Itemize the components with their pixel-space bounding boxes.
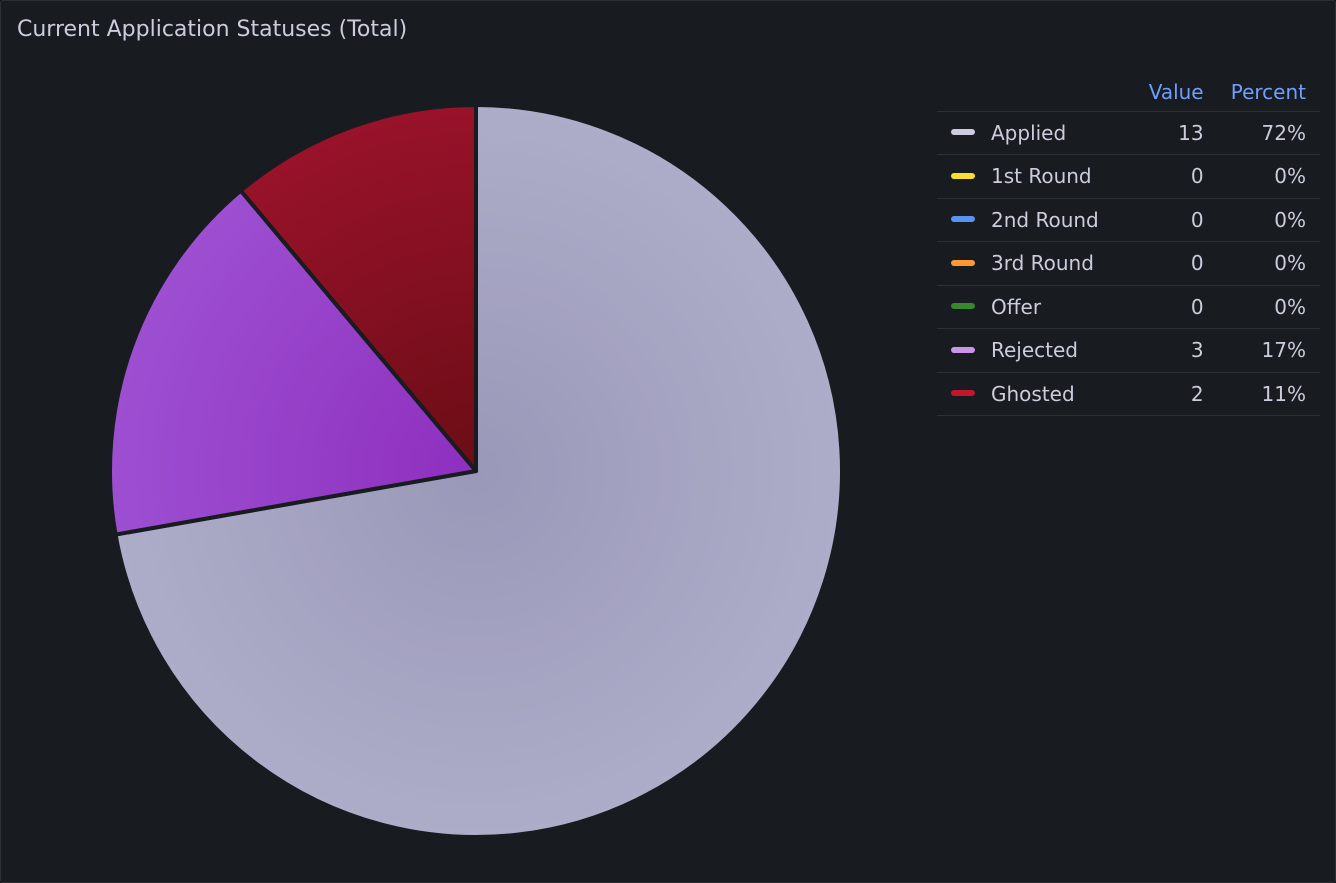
legend-percent: 72%: [1217, 111, 1320, 155]
legend-series-name: 1st Round: [937, 154, 1139, 199]
legend-percent: 0%: [1217, 154, 1320, 199]
legend-percent: 17%: [1217, 328, 1320, 373]
legend-percent-header[interactable]: Percent: [1217, 79, 1320, 112]
legend-series-name: Ghosted: [937, 372, 1139, 416]
legend-value: 0: [1138, 285, 1218, 329]
legend-value: 3: [1138, 328, 1218, 373]
legend-label: Rejected: [991, 338, 1079, 363]
legend-label: 3rd Round: [991, 251, 1094, 276]
legend-value: 2: [1138, 372, 1218, 416]
legend-swatch: [951, 346, 975, 353]
legend-percent: 0%: [1217, 285, 1320, 329]
legend-percent: 0%: [1217, 241, 1320, 286]
pie-slice-ghosted[interactable]: [238, 103, 478, 473]
legend-percent: 0%: [1217, 198, 1320, 242]
legend-item[interactable]: Rejected 3 17%: [937, 328, 1320, 373]
legend-series-name: Rejected: [937, 328, 1139, 373]
legend-item[interactable]: Offer 0 0%: [937, 285, 1320, 329]
legend-header-row: Value Percent: [937, 79, 1320, 112]
legend-series-name: 2nd Round: [937, 198, 1139, 242]
legend-percent: 11%: [1217, 372, 1320, 416]
panel-title[interactable]: Current Application Statuses (Total): [17, 17, 408, 42]
legend-swatch: [951, 390, 975, 397]
legend-value: 13: [1138, 111, 1218, 155]
legend-swatch: [951, 303, 975, 310]
legend-value-header[interactable]: Value: [1138, 79, 1218, 112]
pie-slice-rejected[interactable]: [108, 188, 478, 537]
legend-item[interactable]: 2nd Round 0 0%: [937, 198, 1320, 242]
legend-series-name: 3rd Round: [937, 241, 1139, 286]
legend-label: 1st Round: [991, 164, 1092, 189]
legend-swatch: [951, 259, 975, 266]
legend-table: Value Percent Applied 13 72% 1st Round 0 0% 2n…: [937, 79, 1320, 416]
legend-value: 0: [1138, 198, 1218, 242]
legend-label: 2nd Round: [991, 207, 1099, 232]
legend-label: Applied: [991, 120, 1067, 145]
legend-series-name: Applied: [937, 111, 1139, 155]
legend-swatch: [951, 129, 975, 136]
legend-value: 0: [1138, 154, 1218, 199]
legend-swatch: [951, 172, 975, 179]
legend-value: 0: [1138, 241, 1218, 286]
legend-label: Offer: [991, 294, 1042, 319]
legend-item[interactable]: 1st Round 0 0%: [937, 154, 1320, 199]
legend-label: Ghosted: [991, 381, 1075, 406]
legend-item[interactable]: Applied 13 72%: [937, 111, 1320, 155]
legend-series-name: Offer: [937, 285, 1139, 329]
legend-item[interactable]: 3rd Round 0 0%: [937, 241, 1320, 286]
pie-slice-applied[interactable]: [113, 103, 844, 839]
legend-name-header: [937, 79, 1139, 112]
legend-swatch: [951, 216, 975, 223]
legend-item[interactable]: Ghosted 2 11%: [937, 372, 1320, 416]
